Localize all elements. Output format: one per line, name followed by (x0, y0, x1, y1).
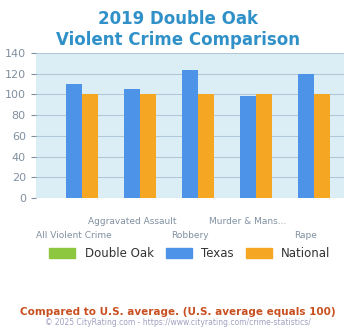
Text: Aggravated Assault: Aggravated Assault (88, 217, 176, 226)
Legend: Double Oak, Texas, National: Double Oak, Texas, National (45, 242, 335, 265)
Bar (140, 94, 156, 198)
Text: All Violent Crime: All Violent Crime (36, 231, 112, 240)
Bar (298, 74, 314, 198)
Bar (66, 84, 82, 198)
Bar (182, 70, 198, 198)
Bar (240, 96, 256, 198)
Bar (82, 94, 98, 198)
Bar (198, 94, 214, 198)
Text: Murder & Mans...: Murder & Mans... (209, 217, 286, 226)
Text: © 2025 CityRating.com - https://www.cityrating.com/crime-statistics/: © 2025 CityRating.com - https://www.city… (45, 318, 310, 327)
Text: Robbery: Robbery (171, 231, 209, 240)
Bar (314, 94, 330, 198)
Text: 2019 Double Oak: 2019 Double Oak (98, 10, 257, 28)
Text: Violent Crime Comparison: Violent Crime Comparison (55, 31, 300, 50)
Bar (256, 94, 272, 198)
Bar (124, 89, 140, 198)
Text: Compared to U.S. average. (U.S. average equals 100): Compared to U.S. average. (U.S. average … (20, 307, 335, 317)
Text: Rape: Rape (295, 231, 317, 240)
